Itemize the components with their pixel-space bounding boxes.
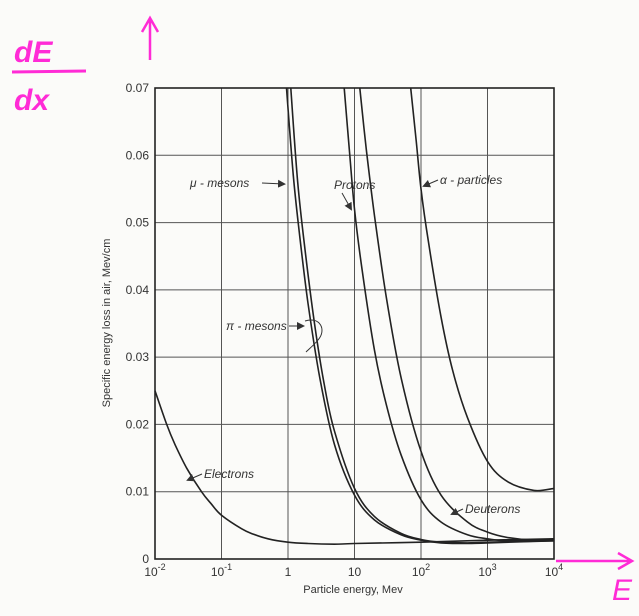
y-tick-label: 0.01 — [126, 485, 150, 499]
handwritten-annotations: dE dx E — [11, 15, 635, 607]
curve-label: μ - mesons — [189, 176, 249, 190]
curve-label: Deuterons — [465, 502, 520, 516]
x-tick-label: 104 — [545, 562, 563, 579]
annotation-up-arrow — [140, 15, 160, 60]
y-tick-label: 0.07 — [126, 81, 150, 95]
series-line-4 — [359, 87, 555, 542]
annotation-dx: dx — [14, 84, 50, 117]
y-tick-label: 0.03 — [126, 350, 150, 364]
annotation-e: E — [612, 574, 633, 607]
tick-labels: 10-2 10-1 1 10 102 103 104 0 0.01 0.02 0.03 0.04 0.0… — [126, 81, 564, 579]
x-tick-label: 10 — [348, 565, 362, 579]
curve-label-arrow — [186, 473, 203, 482]
series-line-1 — [285, 87, 555, 545]
y-tick-label: 0 — [142, 552, 149, 566]
y-tick-label: 0.02 — [126, 417, 150, 431]
x-tick-label: 10-1 — [211, 562, 232, 579]
curve-labels: μ - mesons Protons α - particles π - mesons… — [186, 173, 520, 516]
curve-label: π - mesons — [226, 319, 287, 333]
annotation-de: dE — [14, 36, 53, 69]
x-axis-title: Particle energy, Mev — [303, 584, 403, 596]
curve-label-arrow — [450, 507, 464, 516]
curve-label: Electrons — [204, 467, 254, 481]
series-line-5 — [409, 87, 555, 492]
y-tick-label: 0.06 — [126, 148, 150, 162]
curve-label: Protons — [334, 178, 375, 192]
x-tick-label: 103 — [478, 562, 496, 579]
annotation-fraction-bar — [11, 69, 87, 74]
y-axis-title: Specific energy loss in air, Mev/cm — [101, 239, 113, 408]
y-tick-label: 0.05 — [126, 216, 150, 230]
curve-label-arrow — [261, 179, 286, 188]
curve-label: α - particles — [440, 173, 502, 187]
series-line-3 — [343, 87, 555, 542]
series-line-0 — [154, 390, 555, 546]
y-tick-label: 0.04 — [126, 283, 150, 297]
x-tick-label: 10-2 — [144, 562, 165, 579]
annotation-right-arrow — [556, 551, 635, 571]
series-lines — [154, 87, 555, 546]
pi-meson-brace — [304, 319, 323, 353]
x-tick-label: 1 — [285, 565, 292, 579]
curve-label-arrow — [341, 192, 352, 211]
plot-frame — [154, 87, 555, 560]
x-tick-label: 102 — [412, 562, 430, 579]
series-line-2 — [290, 87, 555, 544]
curve-label-arrow — [422, 179, 439, 188]
